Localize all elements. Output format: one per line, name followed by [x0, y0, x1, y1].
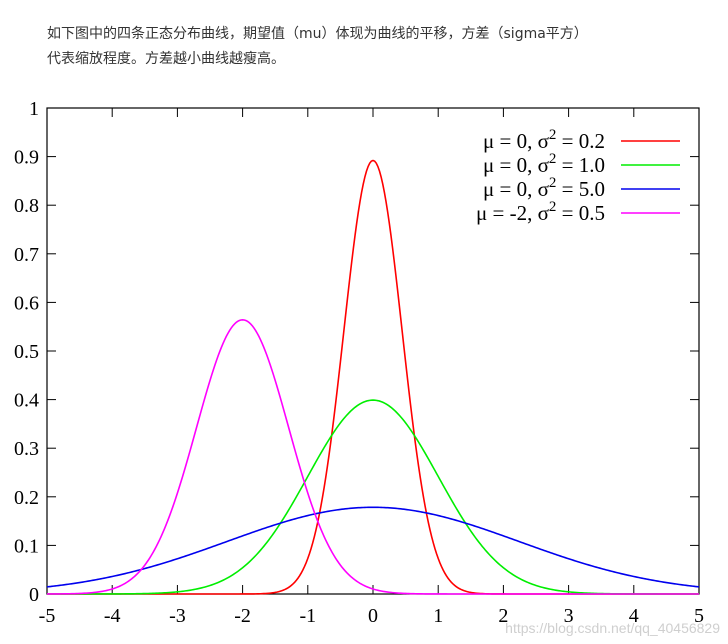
x-tick-label: -3 [169, 605, 186, 627]
intro-text: 如下图中的四条正态分布曲线，期望值（mu）体现为曲线的平移，方差（sigma平方… [47, 22, 707, 72]
series-line-0 [47, 159, 699, 595]
x-tick-label: -5 [39, 605, 56, 627]
y-tick-label: 1 [29, 98, 39, 120]
axes: -5 -4 -3 -2 -1 0 1 2 3 4 5 0 0.1 0.2 0.3 0.4 0.5 0.6 0.7 0.… [14, 98, 704, 627]
x-tick-label: 5 [694, 605, 704, 627]
y-tick-label: 0.9 [14, 147, 39, 169]
intro-line-2: 代表缩放程度。方差越小曲线越瘦高。 [47, 51, 285, 67]
legend: μ = 0, σ2 = 0.2μ = 0, σ2 = 1.0μ = 0, σ2 … [476, 127, 680, 225]
x-tick-label: -1 [299, 605, 316, 627]
x-tick-label: 3 [564, 605, 574, 627]
x-tick-label: 0 [368, 605, 378, 627]
x-tick-label: 4 [629, 605, 639, 627]
x-tick-label: 2 [498, 605, 508, 627]
y-tick-label: 0.5 [14, 341, 39, 363]
legend-label-2: μ = 0, σ2 = 5.0 [483, 175, 605, 201]
legend-label-0: μ = 0, σ2 = 0.2 [483, 127, 605, 153]
x-tick-label: -4 [104, 605, 121, 627]
legend-label-1: μ = 0, σ2 = 1.0 [483, 151, 605, 177]
y-tick-label: 0.7 [14, 244, 39, 266]
watermark: https://blog.csdn.net/qq_40456829 [505, 620, 720, 636]
y-tick-label: 0.4 [14, 390, 39, 412]
legend-label-3: μ = -2, σ2 = 0.5 [476, 199, 605, 225]
x-tick-label: 1 [433, 605, 443, 627]
y-tick-label: 0 [29, 584, 39, 606]
x-tick-label: -2 [234, 605, 251, 627]
y-tick-label: 0.8 [14, 195, 39, 217]
series-line-3 [46, 318, 699, 595]
curves [46, 159, 700, 595]
y-tick-label: 0.1 [14, 535, 39, 557]
y-tick-label: 0.6 [14, 292, 39, 314]
y-tick-label: 0.2 [14, 487, 39, 509]
series-line-2 [46, 506, 700, 588]
intro-line-1: 如下图中的四条正态分布曲线，期望值（mu）体现为曲线的平移，方差（sigma平方… [47, 26, 588, 42]
y-tick-label: 0.3 [14, 438, 39, 460]
